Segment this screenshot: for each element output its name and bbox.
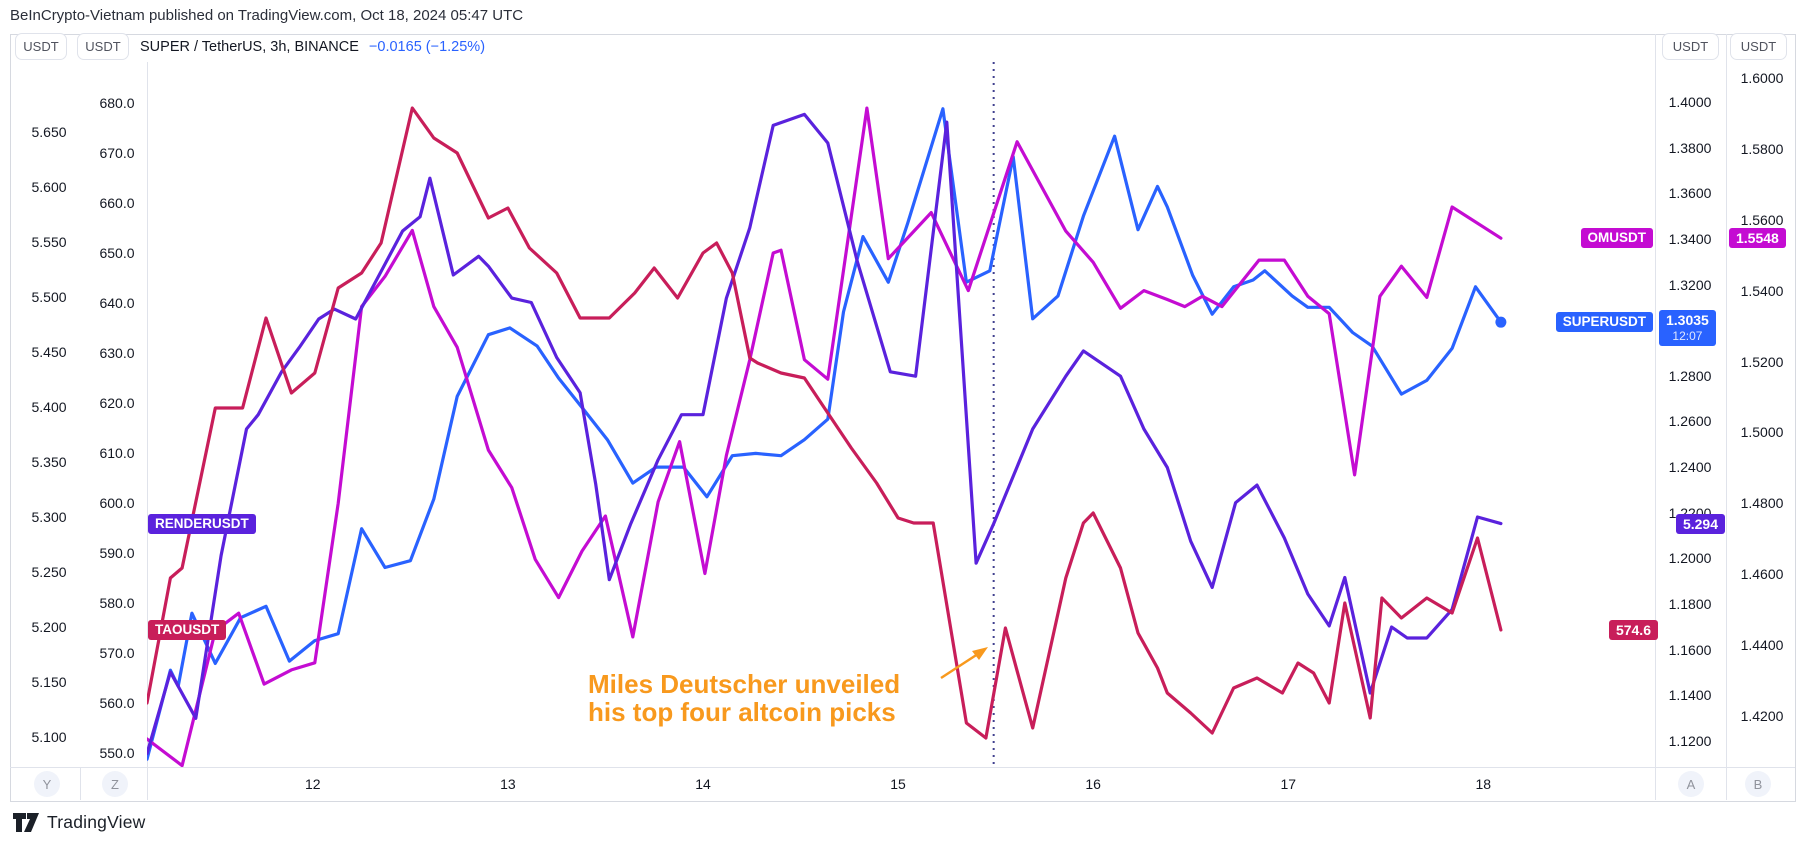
scale-mode-button-y[interactable]: Y — [34, 771, 60, 797]
annotation-line-2: his top four altcoin picks — [588, 696, 896, 727]
price-axis-tick: 1.3400 — [1668, 230, 1712, 247]
tradingview-logo[interactable]: TradingView — [13, 812, 146, 833]
price-axis-tick: 640.0 — [99, 295, 135, 311]
time-axis-separator — [10, 767, 1795, 768]
bottom-left-divider — [80, 767, 81, 800]
scale-mode-button-b[interactable]: B — [1745, 771, 1771, 797]
symbol-label-superusdt: SUPERUSDT — [1555, 312, 1653, 333]
time-axis-tick: 15 — [890, 776, 906, 792]
price-axis-tick: 560.0 — [99, 695, 135, 711]
scale-mode-button-a[interactable]: A — [1678, 771, 1704, 797]
price-axis-tick: 1.1800 — [1668, 596, 1712, 613]
left-scale-unit-button-2[interactable]: USDT — [77, 33, 129, 60]
price-axis-tick: 1.2000 — [1668, 550, 1712, 567]
price-axis-tick: 5.200 — [31, 618, 67, 635]
last-price-dot — [1495, 316, 1507, 328]
price-axis-tick: 600.0 — [99, 495, 135, 511]
price-axis-tick: 680.0 — [99, 95, 135, 111]
price-axis-tick: 580.0 — [99, 595, 135, 611]
price-axis-tick: 5.500 — [31, 288, 67, 305]
price-axis-tick: 1.4000 — [1668, 93, 1712, 110]
price-axis-tick: 630.0 — [99, 345, 135, 361]
right-scale-unit-button-2[interactable]: USDT — [1730, 33, 1787, 60]
time-axis-tick: 18 — [1475, 776, 1492, 792]
price-axis-tick: 5.350 — [31, 453, 67, 470]
series-line-taousdt[interactable] — [147, 106, 1503, 740]
time-axis-tick: 17 — [1280, 776, 1297, 792]
last-price-value: 1.3035 — [1666, 312, 1709, 329]
annotation-line-1: Miles Deutscher unveiled — [588, 669, 901, 699]
right-scale-separator — [1655, 34, 1656, 800]
symbol-label-taousdt: TAOUSDT — [148, 620, 227, 640]
series-line-renderusdt[interactable] — [147, 112, 1503, 756]
time-axis-tick: 12 — [305, 776, 321, 792]
right-scales-divider — [1726, 34, 1727, 800]
symbol-title-row: SUPER / TetherUS, 3h, BINANCE −0.0165 (−… — [140, 33, 485, 60]
price-axis-tick: 1.6000 — [1740, 69, 1784, 86]
price-axis-tick: 5.650 — [31, 123, 67, 140]
time-axis-tick: 13 — [500, 776, 516, 792]
chart-title: SUPER / TetherUS, 3h, BINANCE — [140, 38, 359, 55]
price-axis-tick: 1.3600 — [1668, 185, 1712, 202]
price-axis-tick: 5.600 — [31, 178, 67, 195]
price-axis-tick: 5.450 — [31, 343, 67, 360]
price-axis-tick: 5.100 — [31, 728, 67, 745]
tradingview-logo-icon — [13, 812, 39, 832]
price-axis-tick: 1.3200 — [1668, 276, 1712, 293]
price-axis-tick: 1.4600 — [1740, 566, 1784, 583]
price-axis-tick: 610.0 — [99, 445, 135, 461]
chart-widget-frame — [10, 34, 1796, 802]
price-tag-omusdt: 1.5548 — [1729, 228, 1786, 249]
price-axis-tick: 670.0 — [99, 145, 135, 161]
price-axis-tick: 1.4800 — [1740, 495, 1784, 512]
price-tag-renderusdt: 5.294 — [1675, 513, 1725, 534]
price-axis-tick: 1.2400 — [1668, 459, 1712, 476]
price-axis-tick: 1.5000 — [1740, 424, 1784, 441]
price-axis-tick: 1.5800 — [1740, 140, 1784, 157]
price-axis-tick: 1.4200 — [1740, 707, 1784, 724]
left-scale-separator — [147, 62, 148, 800]
left-scale-unit-button-1[interactable]: USDT — [15, 33, 67, 60]
price-axis-tick: 1.4400 — [1740, 637, 1784, 654]
price-axis-tick: 1.5200 — [1740, 353, 1784, 370]
scale-mode-button-z[interactable]: Z — [102, 771, 128, 797]
price-axis-tick: 570.0 — [99, 645, 135, 661]
price-tag-taousdt: 574.6 — [1608, 620, 1658, 640]
price-axis-tick: 5.300 — [31, 508, 67, 525]
right-scale-unit-button-1[interactable]: USDT — [1662, 33, 1719, 60]
price-axis-tick: 1.1600 — [1668, 641, 1712, 658]
price-tag-superusdt: 1.3035 12:07 — [1659, 310, 1716, 347]
price-axis-tick: 1.5400 — [1740, 282, 1784, 299]
price-axis-tick: 1.1200 — [1668, 732, 1712, 749]
series-line-omusdt[interactable] — [147, 106, 1503, 767]
price-axis-tick: 650.0 — [99, 245, 135, 261]
bar-countdown: 12:07 — [1672, 329, 1703, 344]
publisher-watermark: BeInCrypto-Vietnam published on TradingV… — [10, 7, 524, 24]
price-axis-tick: 1.1400 — [1668, 687, 1712, 704]
price-axis-tick: 550.0 — [99, 745, 135, 761]
price-axis-tick: 590.0 — [99, 545, 135, 561]
price-axis-tick: 5.150 — [31, 673, 67, 690]
price-change: −0.0165 (−1.25%) — [368, 38, 486, 55]
tradingview-logo-text: TradingView — [47, 812, 146, 832]
price-axis-tick: 1.2800 — [1668, 367, 1712, 384]
series-line-superusdt[interactable] — [147, 107, 1503, 761]
price-axis-tick: 620.0 — [99, 395, 135, 411]
price-axis-tick: 5.250 — [31, 563, 67, 580]
annotation-arrowhead — [972, 647, 988, 660]
price-axis-tick: 1.3800 — [1668, 139, 1712, 156]
annotation-text: Miles Deutscher unveiled his top four al… — [588, 669, 901, 727]
price-axis-tick: 660.0 — [99, 195, 135, 211]
symbol-label-omusdt: OMUSDT — [1580, 228, 1653, 249]
price-axis-tick: 5.400 — [31, 398, 67, 415]
time-axis-tick: 16 — [1085, 776, 1101, 792]
symbol-label-renderusdt: RENDERUSDT — [148, 513, 256, 534]
price-axis-tick: 5.550 — [31, 233, 67, 250]
price-axis-tick: 1.2600 — [1668, 413, 1712, 430]
price-axis-tick: 1.5600 — [1740, 211, 1784, 228]
time-axis-tick: 14 — [695, 776, 711, 792]
